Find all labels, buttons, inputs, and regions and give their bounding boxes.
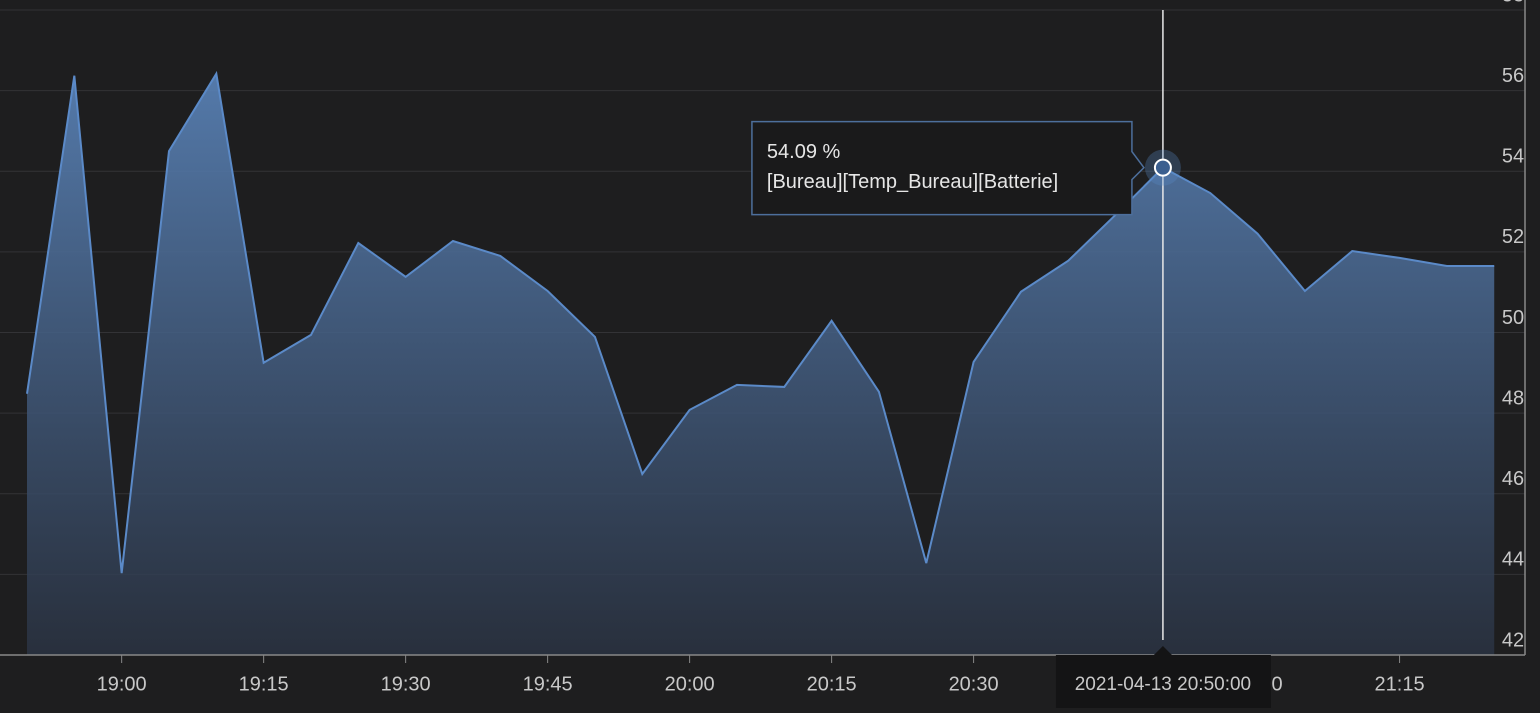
tooltip-series: [Bureau][Temp_Bureau][Batterie] bbox=[767, 171, 1058, 193]
x-tick-label: 19:15 bbox=[239, 673, 289, 695]
y-tick-label: 52 bbox=[1502, 226, 1524, 248]
tooltip-box bbox=[751, 120, 1145, 216]
tooltip-value: 54.09 % bbox=[767, 141, 841, 163]
y-tick-label: 48 bbox=[1502, 387, 1524, 409]
x-tick-label: 20:00 bbox=[665, 673, 715, 695]
x-tick-label: 20:15 bbox=[807, 673, 857, 695]
x-tick-label: 20:30 bbox=[949, 673, 999, 695]
y-tick-label: 50 bbox=[1502, 307, 1524, 329]
x-tick-label: 21:15 bbox=[1375, 673, 1425, 695]
y-tick-label: 44 bbox=[1502, 549, 1524, 571]
x-tick-label: 19:45 bbox=[523, 673, 573, 695]
x-tick-label: 19:30 bbox=[381, 673, 431, 695]
tooltip-x-label: 2021-04-13 20:50:00 bbox=[1075, 674, 1251, 695]
x-label-box bbox=[1055, 646, 1271, 708]
y-tick-label: 46 bbox=[1502, 468, 1524, 490]
hover-point bbox=[1153, 158, 1172, 177]
y-tick-label: 56 bbox=[1502, 65, 1524, 87]
y-tick-label: 42 bbox=[1502, 629, 1524, 651]
x-tick-label: 19:00 bbox=[97, 673, 147, 695]
line bbox=[26, 70, 1495, 574]
y-tick-label: 58 bbox=[1502, 0, 1524, 6]
y-tick-label: 54 bbox=[1502, 146, 1524, 168]
area bbox=[27, 73, 1495, 656]
